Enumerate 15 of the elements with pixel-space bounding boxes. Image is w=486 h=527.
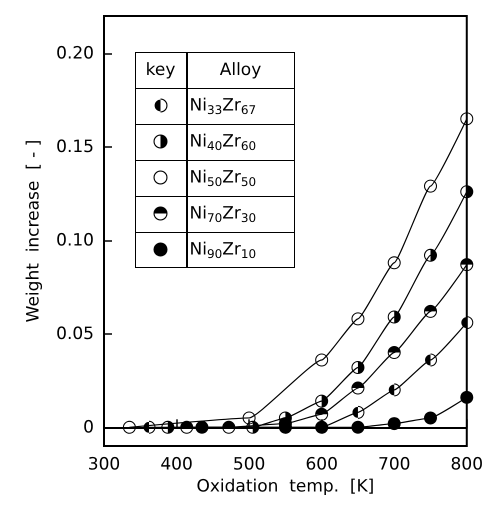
x-tick-label: 700: [378, 454, 410, 474]
x-tick-label: 300: [88, 454, 120, 474]
x-tick-label: 500: [232, 454, 266, 474]
y-tick-label: 0.15: [56, 136, 94, 157]
x-tick-label: 400: [160, 454, 193, 474]
legend-title: Alloy: [220, 60, 262, 80]
y-tick-label: 0.10: [56, 230, 94, 250]
annotation: key: [146, 60, 176, 80]
y-tick-label: 0: [83, 417, 94, 438]
x-axis-title: Oxidation temp. [K]: [196, 476, 374, 496]
x-tick-label: 600: [305, 454, 338, 474]
x-tick-label: 800: [450, 454, 484, 474]
y-tick-label: 0.05: [56, 324, 94, 344]
y-axis-title: Weight increase [ - ]: [24, 140, 44, 322]
y-tick-label: 0.20: [56, 43, 94, 64]
